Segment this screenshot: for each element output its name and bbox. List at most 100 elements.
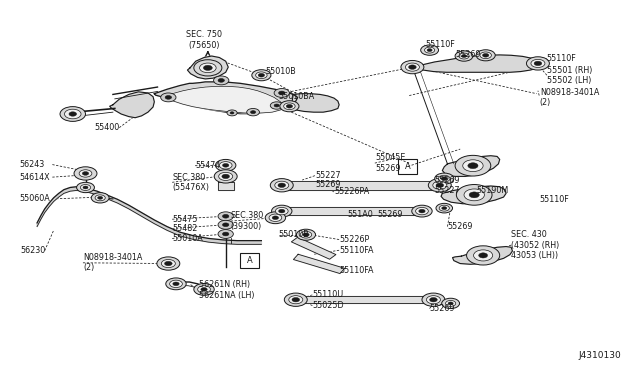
Circle shape: [441, 177, 447, 180]
Polygon shape: [294, 296, 435, 304]
Circle shape: [442, 298, 460, 309]
Text: 551A0: 551A0: [348, 209, 373, 219]
Circle shape: [278, 91, 285, 95]
Circle shape: [412, 205, 432, 217]
Circle shape: [166, 278, 186, 290]
Text: SEC.380
(39300): SEC.380 (39300): [231, 211, 264, 231]
Circle shape: [476, 50, 495, 61]
Polygon shape: [441, 186, 506, 204]
Circle shape: [483, 54, 489, 57]
Circle shape: [435, 173, 454, 184]
Text: 55269: 55269: [455, 50, 481, 59]
Circle shape: [269, 214, 282, 221]
Circle shape: [223, 163, 229, 167]
Circle shape: [468, 163, 478, 169]
Text: 55060A: 55060A: [19, 195, 50, 203]
Circle shape: [164, 261, 172, 266]
Text: 55110F: 55110F: [540, 195, 570, 204]
Text: 55010BA: 55010BA: [278, 92, 315, 101]
Circle shape: [426, 296, 440, 304]
Polygon shape: [37, 187, 261, 244]
Circle shape: [438, 175, 450, 182]
Circle shape: [223, 223, 229, 227]
Bar: [241, 253, 259, 268]
Text: 55226PA: 55226PA: [334, 187, 369, 196]
Circle shape: [223, 214, 229, 218]
Circle shape: [214, 76, 229, 85]
Polygon shape: [291, 94, 339, 112]
Circle shape: [480, 52, 492, 59]
Circle shape: [296, 229, 316, 240]
Polygon shape: [452, 247, 513, 264]
Circle shape: [463, 160, 483, 171]
Circle shape: [216, 160, 236, 171]
Circle shape: [442, 207, 447, 210]
Text: 54614X: 54614X: [19, 173, 50, 182]
Text: 56243: 56243: [19, 160, 45, 169]
Circle shape: [258, 73, 264, 77]
Circle shape: [218, 212, 234, 221]
Text: 55501 (RH)
55502 (LH): 55501 (RH) 55502 (LH): [547, 65, 592, 85]
Circle shape: [274, 104, 279, 107]
Circle shape: [419, 209, 425, 213]
Polygon shape: [293, 254, 345, 273]
Text: 55400: 55400: [94, 123, 119, 132]
Circle shape: [459, 53, 469, 59]
Circle shape: [433, 181, 447, 189]
Circle shape: [427, 49, 432, 52]
Circle shape: [200, 63, 216, 73]
Circle shape: [218, 78, 225, 82]
Circle shape: [83, 186, 88, 189]
Circle shape: [289, 296, 303, 304]
Polygon shape: [164, 86, 284, 113]
Circle shape: [60, 107, 86, 121]
Text: 55190M: 55190M: [476, 186, 508, 195]
Circle shape: [408, 65, 416, 69]
Circle shape: [246, 109, 259, 116]
Circle shape: [534, 61, 541, 65]
Text: 56230: 56230: [20, 246, 45, 255]
Polygon shape: [280, 208, 422, 215]
Circle shape: [420, 45, 438, 55]
Circle shape: [436, 203, 452, 213]
Text: 55269: 55269: [315, 180, 340, 189]
Circle shape: [401, 61, 424, 74]
Circle shape: [230, 112, 234, 114]
Polygon shape: [154, 82, 298, 113]
Circle shape: [79, 170, 92, 177]
Circle shape: [218, 230, 234, 238]
Text: 55269: 55269: [447, 222, 473, 231]
Circle shape: [170, 280, 182, 288]
Circle shape: [531, 60, 545, 67]
Text: A: A: [405, 162, 411, 171]
Circle shape: [415, 208, 428, 215]
Text: SEC.380
(55476X): SEC.380 (55476X): [172, 173, 209, 192]
Text: 55482: 55482: [172, 224, 198, 233]
Text: 55025D: 55025D: [312, 301, 344, 310]
Circle shape: [284, 293, 307, 307]
Circle shape: [92, 193, 109, 203]
Circle shape: [275, 181, 289, 189]
Text: 55269: 55269: [435, 176, 460, 185]
Circle shape: [445, 301, 456, 307]
Circle shape: [422, 293, 445, 307]
Text: 55226P: 55226P: [339, 235, 369, 244]
Text: 55010A: 55010A: [172, 234, 203, 243]
Circle shape: [464, 189, 484, 201]
Circle shape: [429, 298, 437, 302]
Text: 55269: 55269: [378, 209, 403, 219]
Text: 55010B: 55010B: [278, 230, 309, 239]
Text: SEC. 750
(75650): SEC. 750 (75650): [186, 31, 222, 50]
Text: N08918-3401A
(2): N08918-3401A (2): [83, 253, 142, 273]
Circle shape: [467, 246, 500, 265]
Polygon shape: [410, 55, 541, 72]
Circle shape: [448, 302, 453, 305]
Circle shape: [201, 288, 207, 291]
Circle shape: [222, 174, 230, 179]
Text: A: A: [247, 256, 253, 265]
Circle shape: [455, 51, 473, 61]
Circle shape: [173, 282, 179, 286]
Circle shape: [98, 196, 102, 199]
Polygon shape: [280, 181, 440, 190]
Polygon shape: [218, 182, 234, 190]
